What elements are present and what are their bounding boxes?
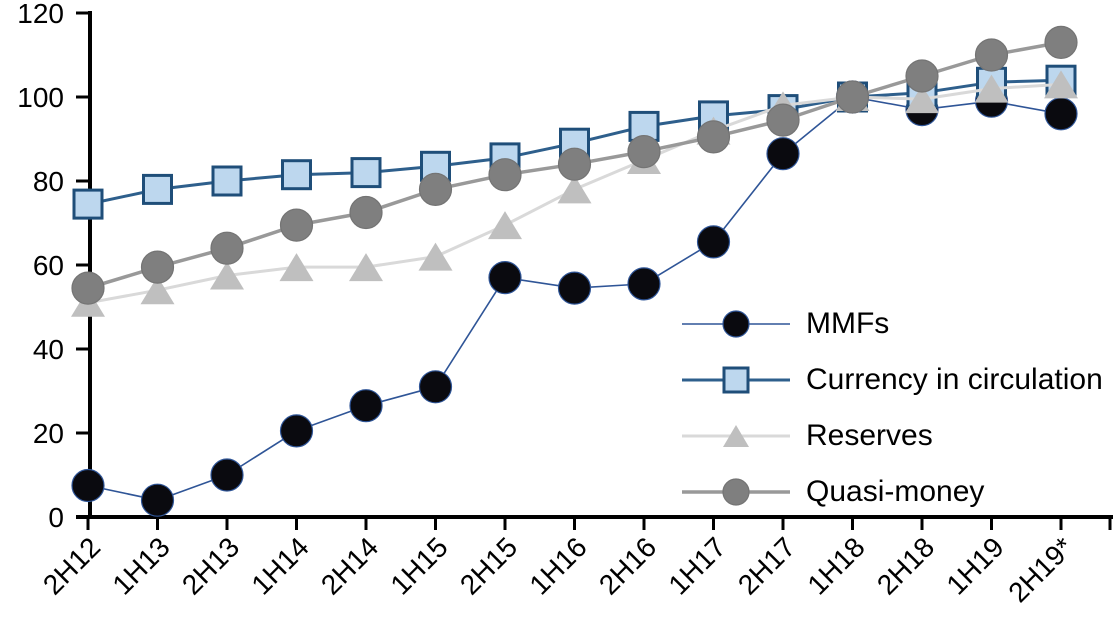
x-axis-tick-label: 2H16 [593,531,662,600]
quasi-money-circle-marker-icon [682,478,790,506]
x-axis-tick-label: 2H17 [732,531,801,600]
x-axis-tick-label: 1H14 [245,531,314,600]
y-axis-tick-label: 80 [33,166,64,197]
y-axis-tick-label: 20 [33,418,64,449]
x-axis-tick-label: 1H17 [662,531,731,600]
x-axis-tick-label: 2H12 [37,531,106,600]
y-axis-tick-label: 60 [33,250,64,281]
series-quasi-money [71,25,1078,305]
legend-item-mmfs: MMFs [680,296,1103,352]
legend: MMFs Currency in circulation Reserves Qu… [680,296,1103,520]
x-axis-tick-label: 1H19 [940,531,1009,600]
x-axis-tick-label: 2H18 [871,531,940,600]
reserves-triangle-marker-icon [682,425,790,447]
x-axis-tick-label: 2H13 [176,531,245,600]
legend-item-reserves: Reserves [680,408,1103,464]
x-axis-tick-label: 1H15 [384,531,453,600]
y-axis-tick-label: 120 [17,0,64,29]
x-axis-tick-label: 1H16 [523,531,592,600]
x-axis-tick-label: 1H13 [106,531,175,600]
x-axis-tick-label: 2H15 [454,531,523,600]
x-axis-tick-label: 2H14 [315,531,384,600]
currency-square-marker-icon [682,366,790,394]
legend-item-currency-in-circulation: Currency in circulation [680,352,1103,408]
legend-label-reserves: Reserves [806,419,933,452]
x-axis-tick-label: 2H19* [1002,531,1079,608]
y-axis-tick-label: 0 [48,502,64,533]
y-axis-tick-label: 40 [33,334,64,365]
legend-item-quasi-money: Quasi-money [680,464,1103,520]
x-axis-tick-label: 1H18 [801,531,870,600]
y-axis-tick-label: 100 [17,82,64,113]
mmfs-circle-marker-icon [682,310,790,338]
legend-label-mmfs: MMFs [806,307,890,340]
legend-label-currency-in-circulation: Currency in circulation [806,363,1103,396]
legend-label-quasi-money: Quasi-money [806,475,985,508]
series-mmfs [71,80,1078,517]
